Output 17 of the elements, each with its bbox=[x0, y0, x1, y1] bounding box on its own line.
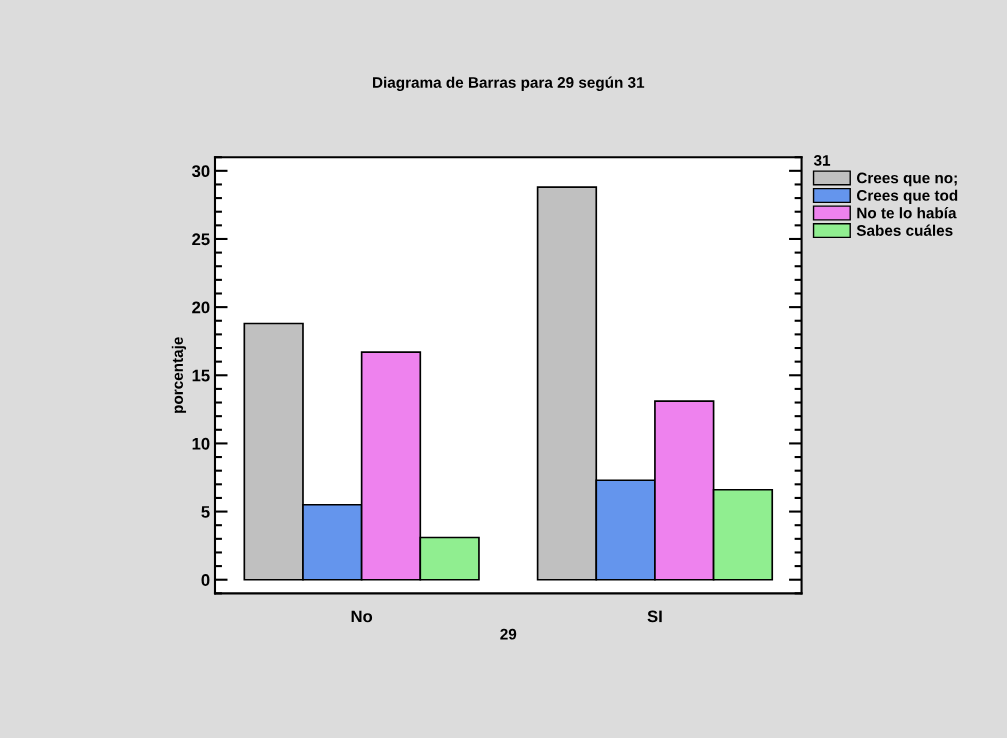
x-axis-title: 29 bbox=[500, 628, 517, 640]
y-tick-label: 0 bbox=[201, 574, 210, 586]
legend-label: Crees que no; bbox=[856, 172, 957, 187]
chart-title: Diagrama de Barras para 29 según 31 bbox=[373, 76, 645, 91]
x-tick-label: No bbox=[351, 610, 373, 623]
y-tick-label: 25 bbox=[192, 233, 210, 246]
y-tick-label: 20 bbox=[192, 301, 210, 314]
legend-title: 31 bbox=[813, 154, 831, 166]
y-tick-label: 30 bbox=[191, 165, 210, 178]
legend-label: Sabes cuáles bbox=[856, 224, 953, 236]
y-axis-title: porcentaje bbox=[171, 337, 187, 413]
legend-label: Crees que tod bbox=[856, 189, 958, 204]
y-tick-label: 15 bbox=[192, 369, 210, 382]
y-tick-label: 5 bbox=[201, 506, 210, 518]
x-tick-label: SI bbox=[647, 610, 662, 623]
y-tick-label: 10 bbox=[192, 437, 210, 450]
legend-label: No te lo había bbox=[857, 207, 957, 219]
